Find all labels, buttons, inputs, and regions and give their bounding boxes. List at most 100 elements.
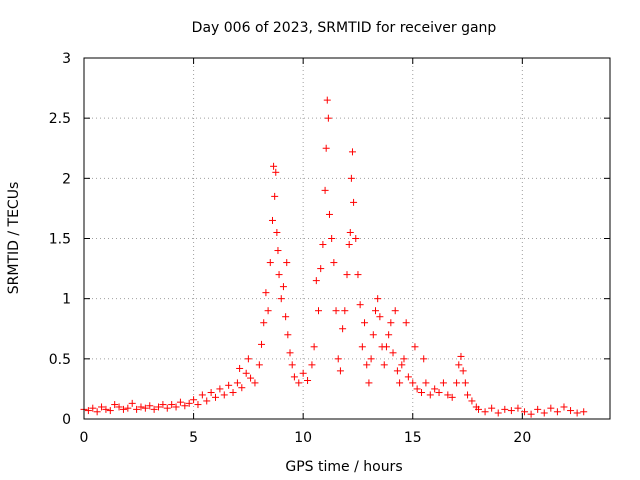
data-point: [322, 144, 330, 152]
data-point: [290, 373, 298, 381]
data-point: [402, 319, 410, 327]
data-point: [272, 168, 280, 176]
data-point: [439, 379, 447, 387]
y-tick-label: 2: [62, 171, 71, 187]
data-point: [339, 325, 347, 333]
data-point: [225, 381, 233, 389]
data-point: [124, 404, 132, 412]
chart-title: Day 006 of 2023, SRMTID for receiver gan…: [192, 20, 497, 36]
data-point: [155, 403, 163, 411]
data-point: [93, 408, 101, 416]
data-point: [159, 401, 167, 409]
data-point: [247, 374, 255, 382]
data-point: [203, 397, 211, 405]
data-point: [365, 379, 373, 387]
data-point: [431, 385, 439, 393]
data-point: [277, 295, 285, 303]
data-point: [146, 402, 154, 410]
data-point: [238, 384, 246, 392]
y-tick-label: 3: [62, 51, 71, 67]
x-tick-label: 20: [513, 430, 531, 446]
x-tick-label: 10: [294, 430, 312, 446]
data-point: [346, 228, 354, 236]
y-tick-label: 0: [62, 412, 71, 428]
data-point: [207, 389, 215, 397]
x-tick-label: 5: [189, 430, 198, 446]
y-tick-label: 1: [62, 292, 71, 308]
data-point: [141, 404, 149, 412]
data-point: [282, 313, 290, 321]
data-point: [547, 404, 555, 412]
data-point: [464, 391, 472, 399]
data-point: [560, 403, 568, 411]
y-tick-label: 1.5: [49, 232, 71, 248]
data-point: [494, 409, 502, 417]
data-point: [363, 361, 371, 369]
data-point: [308, 361, 316, 369]
data-point: [242, 369, 250, 377]
data-point: [212, 393, 219, 401]
data-point: [567, 407, 575, 415]
data-point: [163, 404, 171, 412]
data-point: [128, 399, 136, 407]
data-point: [448, 393, 456, 401]
x-axis-label: GPS time / hours: [285, 459, 402, 475]
data-point: [323, 96, 331, 104]
data-point: [514, 404, 522, 412]
data-point: [367, 355, 375, 363]
data-point: [279, 283, 287, 291]
data-point: [181, 402, 189, 410]
data-point: [286, 349, 294, 357]
data-point: [404, 373, 412, 381]
data-point: [468, 397, 476, 405]
data-point: [325, 210, 333, 218]
data-point: [89, 404, 97, 412]
data-point: [334, 355, 342, 363]
data-point: [457, 352, 465, 360]
data-point: [260, 319, 268, 327]
data-point: [345, 241, 353, 249]
data-point: [332, 307, 340, 315]
data-point: [418, 389, 426, 397]
data-point: [389, 349, 397, 357]
data-point: [444, 391, 452, 399]
data-point: [220, 391, 228, 399]
data-point: [274, 247, 282, 255]
data-point: [229, 389, 237, 397]
data-point: [369, 331, 377, 339]
data-point: [310, 343, 318, 351]
data-point: [268, 216, 276, 224]
grid: [84, 58, 610, 419]
data-point: [481, 408, 489, 416]
data-point: [580, 408, 588, 416]
data-point: [553, 408, 561, 416]
data-point: [304, 376, 312, 384]
data-point: [350, 198, 358, 206]
data-point: [348, 148, 356, 156]
data-point: [336, 367, 344, 375]
data-point: [84, 407, 92, 415]
data-point: [400, 355, 408, 363]
y-axis-label: SRMTID / TECUs: [6, 182, 22, 295]
data-point: [393, 367, 401, 375]
data-point: [111, 401, 119, 409]
data-point: [361, 319, 369, 327]
data-point: [527, 410, 535, 418]
y-tick-label: 0.5: [49, 352, 71, 368]
data-point: [420, 355, 428, 363]
data-point: [461, 379, 469, 387]
data-point: [194, 401, 202, 409]
data-point: [102, 405, 110, 413]
data-point: [271, 192, 279, 200]
x-tick-label: 0: [80, 430, 89, 446]
data-point: [315, 307, 323, 315]
data-point: [244, 355, 252, 363]
data-point: [270, 162, 278, 170]
data-point: [358, 343, 366, 351]
data-point: [501, 405, 509, 413]
data-point: [328, 235, 336, 242]
data-point: [398, 361, 406, 369]
data-point: [459, 367, 467, 375]
data-point: [507, 407, 515, 415]
